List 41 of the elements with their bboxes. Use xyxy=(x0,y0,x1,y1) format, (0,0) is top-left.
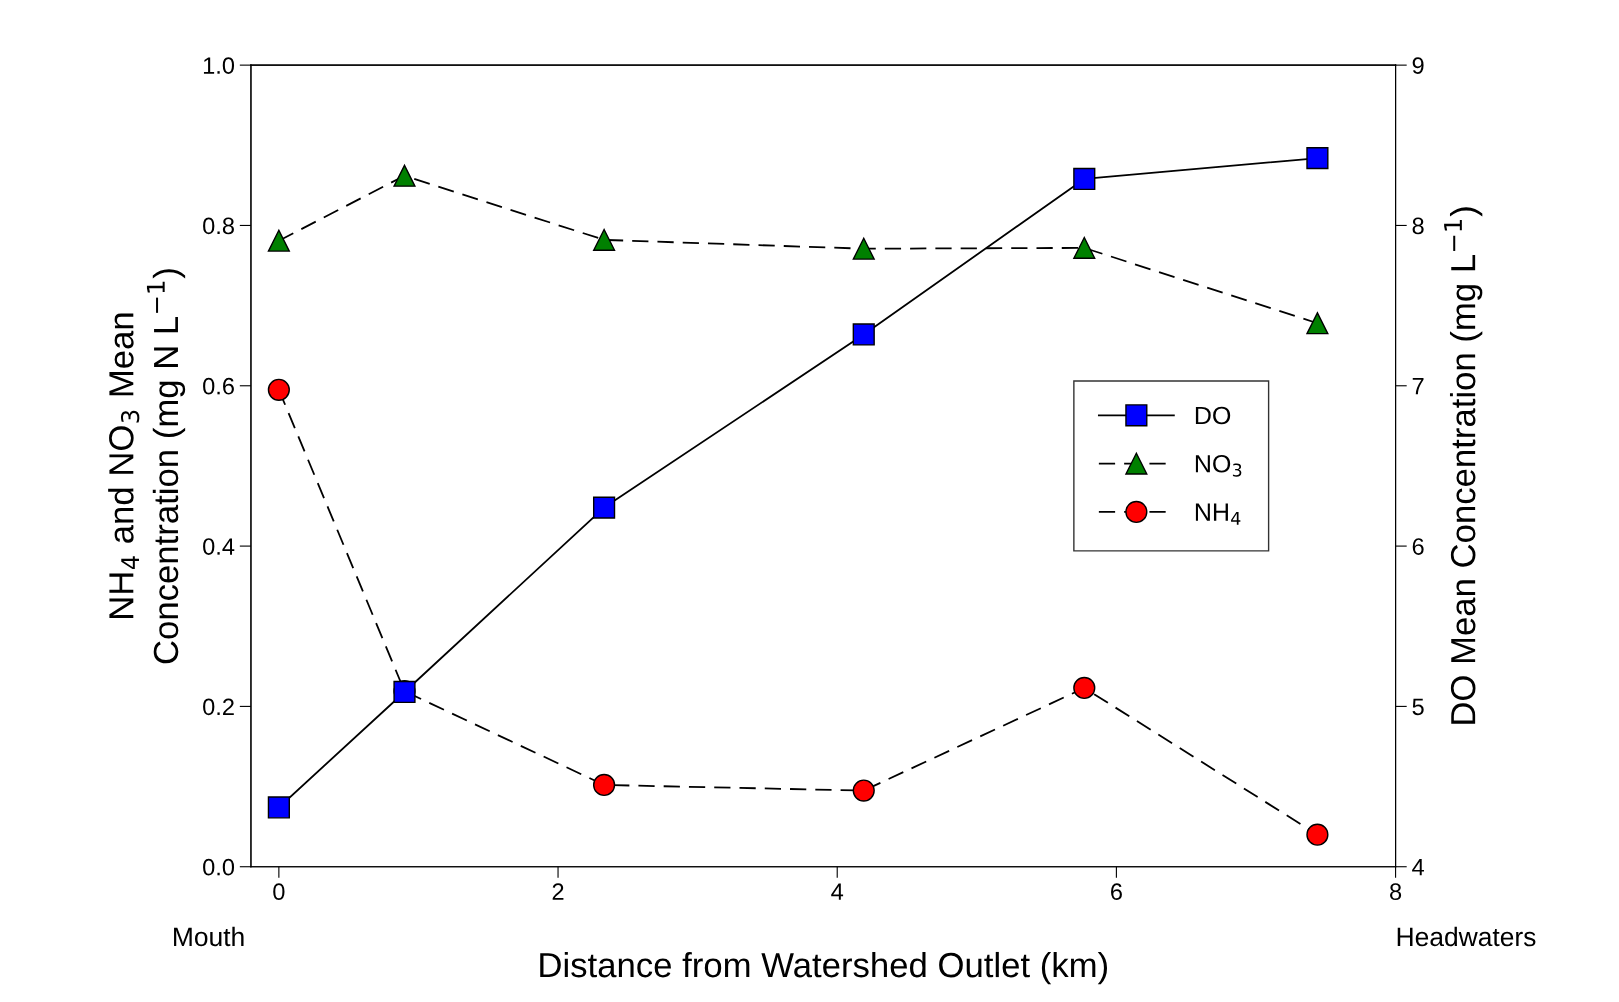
point xyxy=(1073,236,1096,260)
point xyxy=(267,229,290,252)
point xyxy=(267,796,290,819)
y2-tick-label: 6 xyxy=(1412,538,1424,555)
point xyxy=(1306,312,1329,335)
point xyxy=(592,496,616,519)
x-tick-label: 2 xyxy=(552,883,564,900)
y-tick-label: 1.0 xyxy=(203,57,235,74)
x-tick-label: 6 xyxy=(1111,883,1122,901)
y2-tick-label: 5 xyxy=(1412,698,1424,716)
legend-label: NH$_{4}$ xyxy=(1195,503,1241,525)
point xyxy=(267,378,290,401)
y2-tick-label: 8 xyxy=(1412,217,1424,235)
y-tick-label: 0.4 xyxy=(203,538,235,555)
y2-tick-label: 7 xyxy=(1412,378,1424,395)
y2-tick-label: 9 xyxy=(1412,57,1424,74)
point xyxy=(1073,676,1096,700)
y-axis-title: NH$_{4}$ and NO$_{3}$ Mean Concentration (mg N L$^{−1}$) xyxy=(108,269,186,664)
point xyxy=(393,164,416,187)
point xyxy=(852,323,875,346)
legend-label: NO$_{3}$ xyxy=(1195,454,1242,477)
y2-tick-label: 4 xyxy=(1412,859,1424,876)
point xyxy=(1306,147,1329,170)
point xyxy=(1306,823,1329,846)
x-tick-label: 0 xyxy=(273,883,285,901)
legend-label: DO xyxy=(1195,406,1231,425)
point xyxy=(852,237,875,260)
text: Headwaters xyxy=(1397,926,1536,947)
point xyxy=(592,228,616,251)
y-tick-label: 0.6 xyxy=(203,377,234,395)
point xyxy=(1073,167,1096,191)
text: Mouth xyxy=(174,926,244,947)
y-tick-label: 0.0 xyxy=(203,858,235,876)
x-tick-label: 8 xyxy=(1390,883,1402,901)
point xyxy=(852,779,875,802)
y-tick-label: 0.2 xyxy=(203,698,234,716)
point xyxy=(592,773,616,797)
x-tick-label: 4 xyxy=(831,883,844,900)
y-tick-label: 0.8 xyxy=(203,217,234,235)
y2-axis-title: DO Mean Concentration (mg L$^{−1}$) xyxy=(1444,207,1483,724)
x-axis-title: Distance from Watershed Outlet (km) xyxy=(540,951,1108,985)
